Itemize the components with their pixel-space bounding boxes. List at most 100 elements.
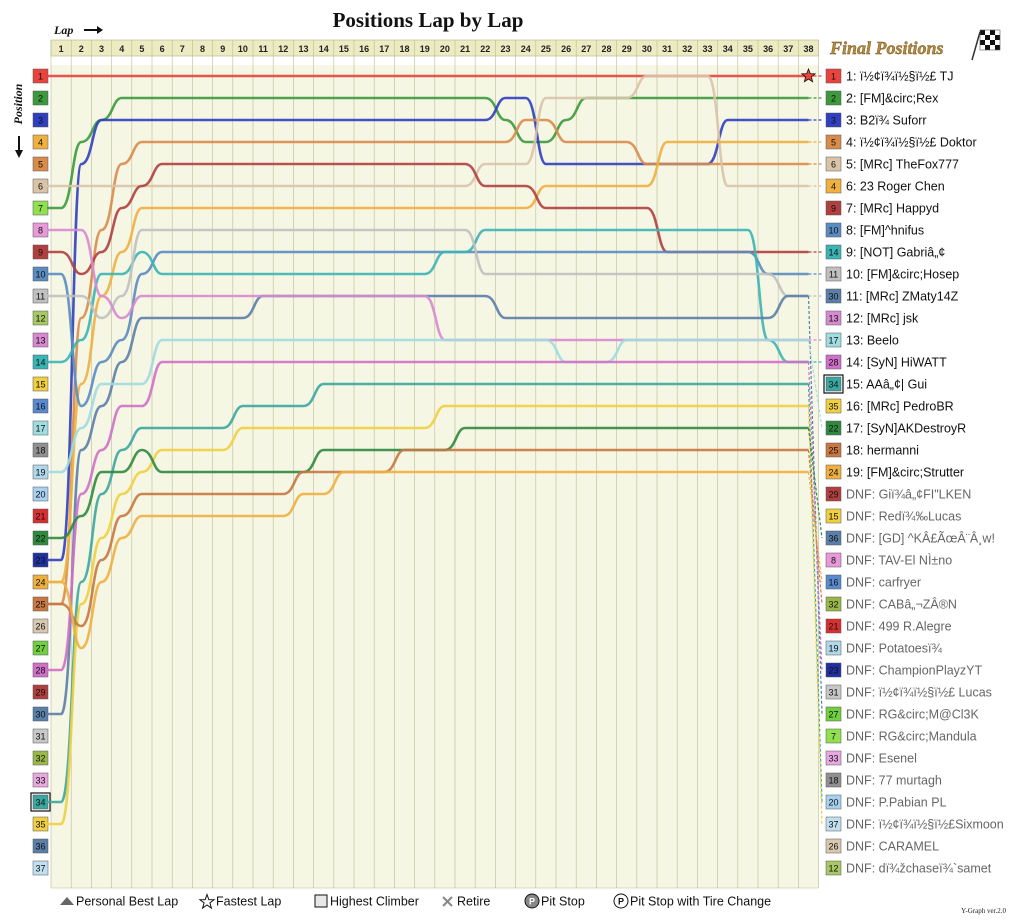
final-position-row: 22 17: [SyN]AKDestroyR	[825, 420, 966, 436]
final-position-badge: 29	[828, 490, 838, 500]
series-line	[47, 118, 809, 606]
final-position-row: 18 DNF: 77 murtagh	[825, 772, 942, 788]
y-tick-badge: 3	[32, 112, 49, 128]
final-position-badge: 18	[828, 776, 838, 786]
final-position-badge: 4	[831, 182, 836, 192]
y-tick-swatch	[32, 332, 49, 348]
final-position-row: 36 DNF: [GD] ^KÂ£ÃœÂ¨Â¸w!	[825, 530, 995, 546]
x-tick-label: 4	[119, 44, 124, 54]
final-position-badge: 36	[828, 534, 838, 544]
x-tick-label: 13	[298, 44, 308, 54]
final-positions-list: 1 1: ï½¢ï¾ï½§ï½£ TJ 2 2: [FM]&circ;Rex 3 3: B…	[823, 68, 1004, 876]
final-position-row: 1 1: ï½¢ï¾ï½§ï½£ TJ	[825, 68, 953, 84]
final-position-row: 4 6: 23 Roger Chen	[825, 178, 945, 194]
final-position-swatch	[825, 442, 842, 458]
y-tick-swatch	[32, 860, 49, 876]
series-connector	[807, 471, 823, 583]
final-position-label: DNF: Giï¾â„¢FI"LKEN	[846, 488, 971, 502]
series-line	[47, 228, 809, 320]
y-tick-badge: 12	[32, 310, 49, 326]
y-tick-label: 24	[35, 578, 45, 588]
y-tick-label: 37	[35, 864, 45, 874]
y-tick-badge: 24	[32, 574, 49, 590]
final-position-label: 8: [FM]^hnifus	[846, 224, 924, 238]
y-tick-badge: 37	[32, 860, 49, 876]
y-tick-badge: 32	[32, 750, 49, 766]
final-position-label: 10: [FM]&circ;Hosep	[846, 268, 959, 282]
final-position-swatch	[825, 288, 842, 304]
y-tick-swatch	[32, 112, 49, 128]
final-position-swatch	[825, 134, 842, 150]
x-tick-label: 23	[500, 44, 510, 54]
final-position-swatch	[825, 552, 842, 568]
final-position-swatch	[825, 398, 842, 414]
y-tick-badge: 6	[32, 178, 49, 194]
series-lines	[46, 67, 823, 826]
final-position-row: 23 DNF: ChampionPlayzYT	[825, 662, 983, 678]
series-line	[47, 360, 809, 672]
y-tick-label: 25	[35, 600, 45, 610]
series-line	[46, 96, 809, 210]
position-arrow-icon	[15, 136, 23, 158]
y-tick-badge: 21	[32, 508, 49, 524]
x-tick-label: 3	[99, 44, 104, 54]
y-tick-badge: 11	[32, 288, 49, 304]
final-position-label: 4: ï½¢ï¾ï½§ï½£ Doktor	[846, 136, 977, 150]
final-position-row: 37 DNF: ï½¢ï¾ï½§ï½£Sixmoon	[825, 816, 1004, 832]
y-tick-label: 13	[35, 336, 45, 346]
final-position-badge: 32	[828, 600, 838, 610]
final-position-badge: 6	[831, 160, 836, 170]
x-tick-label: 16	[359, 44, 369, 54]
final-position-label: DNF: TAV-El NÌ±no	[846, 553, 952, 568]
x-tick-label: 6	[160, 44, 165, 54]
y-tick-label: 10	[35, 270, 45, 280]
y-tick-label: 17	[35, 424, 45, 434]
final-position-swatch	[825, 772, 842, 788]
final-position-label: DNF: CARAMEL	[846, 840, 939, 854]
y-tick-swatch	[32, 376, 49, 392]
final-position-row: 33 DNF: Esenel	[825, 750, 917, 766]
final-position-label: DNF: Esenel	[846, 752, 917, 766]
y-tick-label: 9	[38, 248, 43, 258]
y-tick-badge: 27	[32, 640, 49, 656]
x-tick-label: 24	[521, 44, 531, 54]
y-tick-label: 29	[35, 688, 45, 698]
legend-label: Pit Stop with Tire Change	[630, 895, 771, 909]
x-axis-label: Lap	[53, 23, 73, 37]
y-tick-badge: 25	[32, 596, 49, 612]
final-position-swatch	[825, 706, 842, 722]
y-tick-label: 7	[38, 204, 43, 214]
final-position-row: 8 DNF: TAV-El NÌ±no	[825, 552, 952, 568]
x-tick-label: 35	[743, 44, 753, 54]
final-position-label: DNF: carfryer	[846, 576, 921, 590]
x-tick-label: 28	[601, 44, 611, 54]
y-tick-swatch	[32, 134, 49, 150]
legend-item: Fastest Lap	[198, 892, 281, 910]
final-position-badge: 24	[828, 468, 838, 478]
chart-title: Positions Lap by Lap	[333, 8, 524, 32]
final-position-row: 35 16: [MRc] PedroBR	[825, 398, 954, 414]
y-tick-badge: 30	[32, 706, 49, 722]
final-position-label: DNF: Potatoesï¾	[846, 642, 942, 656]
y-tick-swatch	[32, 156, 49, 172]
y-tick-badge: 2	[32, 90, 49, 106]
series-line	[47, 338, 809, 474]
x-tick-label: 5	[139, 44, 144, 54]
y-tick-badge: 10	[32, 266, 49, 282]
highest-climber-marker	[823, 374, 844, 394]
final-position-row: 34 15: AAâ„¢| Gui	[823, 374, 927, 394]
legend-item: P Pit Stop with Tire Change	[613, 893, 771, 909]
final-position-swatch	[825, 530, 842, 546]
series-line	[47, 382, 809, 804]
final-position-label: DNF: 77 murtagh	[846, 774, 942, 788]
final-position-row: 7 DNF: RG&circ;Mandula	[825, 728, 977, 744]
final-position-badge: 17	[828, 336, 838, 346]
y-tick-label: 20	[35, 490, 45, 500]
legend-item: P Pit Stop	[524, 893, 585, 909]
x-tick-label: 18	[399, 44, 409, 54]
final-position-label: DNF: ChampionPlayzYT	[846, 664, 983, 678]
final-position-badge: 11	[829, 270, 838, 280]
final-position-swatch	[825, 486, 842, 502]
final-position-swatch	[825, 266, 842, 282]
final-position-row: 19 DNF: Potatoesï¾	[825, 640, 942, 656]
